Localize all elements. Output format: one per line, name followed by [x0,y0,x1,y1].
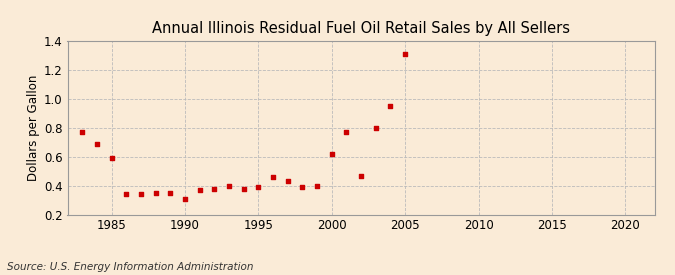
Point [400,52,410,56]
Point [223,183,234,188]
Point [312,183,323,188]
Point [282,179,293,183]
Point [326,152,337,156]
Point [371,126,381,130]
Point [180,196,190,201]
Point [385,104,396,108]
Point [77,130,88,134]
Point [106,156,117,160]
Point [253,185,264,189]
Point [297,185,308,189]
Point [194,188,205,192]
Title: Annual Illinois Residual Fuel Oil Retail Sales by All Sellers: Annual Illinois Residual Fuel Oil Retail… [152,21,570,36]
Point [238,186,249,191]
Point [209,186,219,191]
Point [267,175,278,179]
Y-axis label: Dollars per Gallon: Dollars per Gallon [27,75,40,181]
Point [165,191,176,195]
Point [91,142,102,146]
Point [341,130,352,134]
Text: Source: U.S. Energy Information Administration: Source: U.S. Energy Information Administ… [7,262,253,272]
Point [150,191,161,195]
Point [121,192,132,196]
Point [136,192,146,196]
Point [356,173,367,178]
